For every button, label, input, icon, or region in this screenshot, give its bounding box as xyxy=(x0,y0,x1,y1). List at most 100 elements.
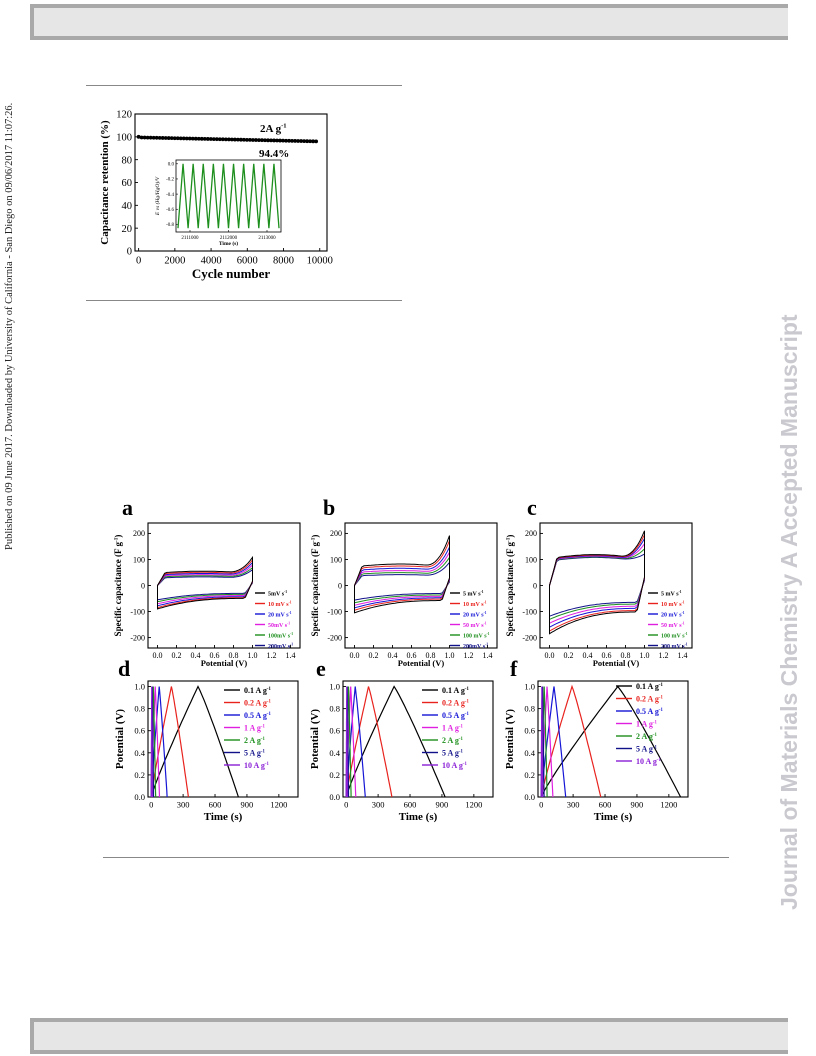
cycling-point xyxy=(205,137,210,141)
d-x-tick-label: 600 xyxy=(209,800,222,810)
d-gcd-curve-6 xyxy=(150,686,153,798)
cycling-point xyxy=(296,139,300,143)
cycling-retention-annotation: 94.4% xyxy=(259,148,289,160)
c-legend-label: 100 mV s-1 xyxy=(661,632,688,639)
f-y-tick-label: 0.8 xyxy=(524,704,535,714)
b-x-tick-label: 0.2 xyxy=(369,651,379,660)
cycling-point xyxy=(299,139,303,143)
cycling-point xyxy=(263,138,267,143)
b-legend-label: 20 mV s-1 xyxy=(463,611,487,618)
d-x-tick-label: 900 xyxy=(241,800,254,810)
d-legend-label: 2 A g-1 xyxy=(244,736,266,745)
inset-x-tick-label: 2111000 xyxy=(181,236,199,241)
f-x-tick-label: 0 xyxy=(539,800,543,810)
inset-y-tick-label: 0.0 xyxy=(168,163,175,168)
a-x-tick-label: 0.4 xyxy=(191,651,201,660)
b-x-tick-label: 0.0 xyxy=(350,651,360,660)
d-y-tick-label: 1.0 xyxy=(134,681,145,691)
cycling-point xyxy=(290,138,294,143)
cycling-point xyxy=(202,136,207,141)
cycling-y-tick-label: 20 xyxy=(122,224,133,235)
c-cv-loop-0 xyxy=(549,530,645,635)
a-x-tick-label: 1.2 xyxy=(267,651,277,660)
cycling-point xyxy=(220,137,225,142)
b-y-axis-label: Specific capacitance (F g-1) xyxy=(310,535,320,637)
a-y-tick-label: -100 xyxy=(130,607,145,616)
f-gcd-curve-0 xyxy=(540,685,682,798)
cycling-point xyxy=(245,137,249,142)
d-plot-frame xyxy=(147,680,299,798)
b-y-tick-label: 200 xyxy=(330,529,342,538)
cycling-point xyxy=(217,137,222,142)
a-y-tick-label: 200 xyxy=(133,529,145,538)
c-legend-label: 50 mV s-1 xyxy=(661,622,685,629)
top-figure-rule xyxy=(86,85,402,86)
cycling-point xyxy=(269,138,273,143)
cycling-x-tick-label: 10000 xyxy=(307,256,333,267)
cycling-point xyxy=(287,138,291,143)
cycling-point xyxy=(293,139,297,143)
d-x-tick-label: 300 xyxy=(177,800,190,810)
panel-label-a: a xyxy=(122,495,133,520)
cycling-point xyxy=(151,135,156,140)
cycling-point xyxy=(314,139,319,144)
b-x-tick-label: 1.0 xyxy=(445,651,455,660)
f-legend-label: 0.2 A g-1 xyxy=(636,695,664,704)
f-gcd-series xyxy=(540,684,682,798)
c-cv-series xyxy=(549,530,645,635)
c-y-tick-label: -100 xyxy=(522,607,537,616)
f-legend-label: 2 A g-1 xyxy=(636,732,658,741)
c-x-axis-label: Potential (V) xyxy=(593,658,640,668)
cycling-point xyxy=(199,136,204,141)
a-y-axis-label: Specific capacitance (F g-1) xyxy=(113,535,123,637)
e-y-tick-label: 1.0 xyxy=(329,681,340,691)
header-bar xyxy=(30,4,788,40)
a-legend-label: 20 mV s-1 xyxy=(268,611,292,618)
b-y-tick-label: 0 xyxy=(338,581,342,590)
b-x-tick-label: 1.4 xyxy=(483,651,493,660)
d-y-tick-label: 0.6 xyxy=(134,726,145,736)
panel-label-d: d xyxy=(118,656,130,681)
c-x-tick-label: 0.8 xyxy=(621,651,631,660)
inset-y-tick-label: -0.8 xyxy=(166,223,174,228)
panel-label-f: f xyxy=(510,656,518,681)
b-legend-label: 100 mV s-1 xyxy=(463,632,490,639)
cycling-point xyxy=(178,136,183,141)
b-legend-label: 10 mV s-1 xyxy=(463,601,487,608)
cycling-point xyxy=(254,138,258,142)
cycling-x-tick-label: 0 xyxy=(136,256,141,267)
cycling-point xyxy=(232,137,237,142)
f-legend-label: 1 A g-1 xyxy=(636,720,658,729)
cycling-point xyxy=(190,136,195,141)
inset-y-tick-label: -0.2 xyxy=(166,178,174,183)
a-legend-label: 200mV s-1 xyxy=(268,643,293,650)
b-x-tick-label: 1.2 xyxy=(464,651,474,660)
e-y-tick-label: 0.4 xyxy=(329,748,340,758)
a-x-tick-label: 1.4 xyxy=(286,651,296,660)
e-legend-label: 0.1 A g-1 xyxy=(442,686,470,695)
cycling-point xyxy=(154,135,159,140)
b-cv-series xyxy=(354,535,450,614)
a-y-tick-label: 100 xyxy=(133,555,145,564)
cycling-point xyxy=(226,137,231,142)
a-legend-label: 10 mV s-1 xyxy=(268,601,292,608)
e-y-tick-label: 0.2 xyxy=(329,770,340,780)
a-legend-label: 100mV s-1 xyxy=(268,632,293,639)
cycling-point xyxy=(281,138,285,143)
c-cv-loop-1 xyxy=(549,534,645,632)
inset-y-tick-label: -0.4 xyxy=(166,193,174,198)
cycling-x-tick-label: 4000 xyxy=(201,256,222,267)
c-x-tick-label: 1.2 xyxy=(659,651,669,660)
f-x-tick-label: 1200 xyxy=(660,800,677,810)
cycling-x-tick-label: 2000 xyxy=(164,256,185,267)
b-x-tick-label: 0.8 xyxy=(426,651,436,660)
cycling-y-tick-label: 60 xyxy=(122,178,133,189)
a-x-tick-label: 1.0 xyxy=(248,651,258,660)
cycling-point xyxy=(311,139,316,144)
cycling-point xyxy=(187,136,192,141)
cycling-point xyxy=(266,138,270,143)
c-legend-label: 200 mV s-1 xyxy=(661,643,688,650)
cycling-point xyxy=(166,136,171,140)
d-legend-label: 10 A g-1 xyxy=(244,761,270,770)
cycling-point xyxy=(148,135,153,140)
